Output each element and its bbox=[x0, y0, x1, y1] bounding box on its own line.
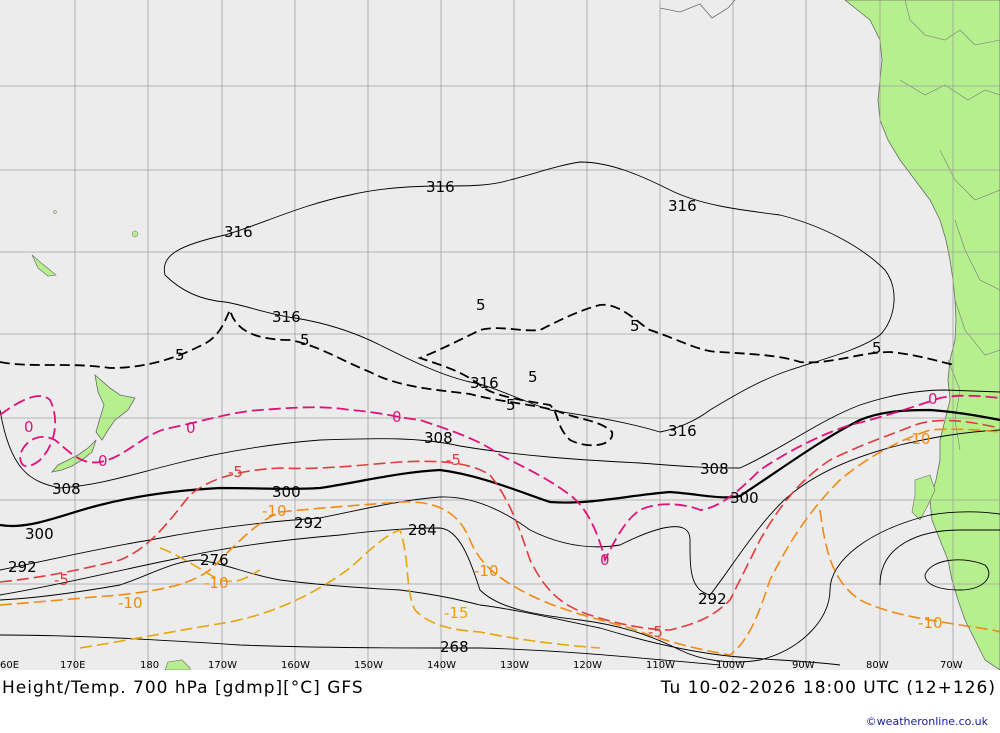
temp-label: 0 bbox=[392, 408, 402, 426]
temp-minus10-contour-east bbox=[819, 509, 1000, 633]
height-label: 316 bbox=[426, 178, 455, 196]
temp-label: 5 bbox=[506, 396, 516, 414]
temp-label: 0 bbox=[24, 418, 34, 436]
height-label: 300 bbox=[730, 489, 759, 507]
land-south-america bbox=[844, 0, 1000, 670]
height-label: 268 bbox=[440, 638, 469, 656]
lon-label: 90W bbox=[792, 660, 815, 670]
land-new-zealand-south bbox=[50, 439, 97, 473]
height-contours bbox=[0, 161, 1000, 666]
temp-minus10-contour bbox=[0, 428, 1000, 656]
land-chile-islands bbox=[911, 474, 936, 521]
lon-label: 80W bbox=[866, 660, 889, 670]
lon-label: 60E bbox=[0, 660, 19, 670]
temp-5-labels: 5 5 5 5 5 5 5 bbox=[175, 296, 882, 414]
contour-276 bbox=[0, 559, 841, 666]
temp-minus5-contour bbox=[0, 419, 1000, 631]
lon-label: 110W bbox=[646, 660, 675, 670]
contour-low-east bbox=[924, 559, 990, 591]
temp-label: -5 bbox=[648, 623, 663, 641]
temp-label: -10 bbox=[906, 430, 931, 448]
height-label: 292 bbox=[294, 514, 323, 532]
temp-minus15-labels: -15 bbox=[444, 604, 469, 622]
contour-284 bbox=[0, 511, 1000, 663]
height-label: 300 bbox=[25, 525, 54, 543]
lon-label: 180 bbox=[140, 660, 159, 670]
land-fiji-islands bbox=[31, 254, 57, 277]
height-label: 284 bbox=[408, 521, 437, 539]
temp-label: -10 bbox=[118, 594, 143, 612]
height-label: 276 bbox=[200, 551, 229, 569]
temp-minus5-labels: -5 -5 -5 -5 bbox=[54, 451, 663, 641]
temp-label: -5 bbox=[54, 571, 69, 589]
lon-label: 150W bbox=[354, 660, 383, 670]
temp-label: 0 bbox=[186, 419, 196, 437]
height-label: 308 bbox=[424, 429, 453, 447]
temp-label: 0 bbox=[600, 551, 610, 569]
temp-label: -10 bbox=[262, 502, 287, 520]
temp-5-contour bbox=[0, 304, 956, 447]
lon-label: 140W bbox=[427, 660, 456, 670]
lon-label: 70W bbox=[940, 660, 963, 670]
height-label: 300 bbox=[272, 483, 301, 501]
map-timestamp: Tu 10-02-2026 18:00 UTC (12+126) bbox=[660, 678, 996, 698]
height-label: 316 bbox=[470, 374, 499, 392]
land-island-small-1 bbox=[131, 230, 139, 238]
land-island-small-2 bbox=[53, 210, 57, 214]
credit-link[interactable]: ©weatheronline.co.uk bbox=[865, 715, 988, 728]
longitude-labels: 60E 170E 180 170W 160W 150W 140W 130W 12… bbox=[0, 660, 963, 670]
land-north-fragment bbox=[659, 0, 736, 19]
lon-label: 170E bbox=[60, 660, 85, 670]
contour-300-bold bbox=[0, 408, 1000, 527]
temp-label: 5 bbox=[630, 317, 640, 335]
height-label: 316 bbox=[668, 197, 697, 215]
weather-map: 316 316 316 316 316 316 308 308 308 300 … bbox=[0, 0, 1000, 670]
height-labels: 316 316 316 316 316 316 308 308 308 300 … bbox=[8, 178, 759, 656]
height-label: 316 bbox=[668, 422, 697, 440]
contour-268 bbox=[0, 634, 721, 666]
lon-label: 130W bbox=[500, 660, 529, 670]
contour-292 bbox=[0, 429, 1000, 596]
map-footer bbox=[0, 670, 1000, 733]
grid-lines bbox=[0, 0, 1000, 670]
height-label: 316 bbox=[224, 223, 253, 241]
temp-0-labels: 0 0 0 0 0 0 bbox=[24, 390, 938, 569]
temp-label: 5 bbox=[175, 346, 185, 364]
lon-label: 120W bbox=[573, 660, 602, 670]
temp-label: -5 bbox=[228, 463, 243, 481]
temp-label: 0 bbox=[98, 452, 108, 470]
land-new-zealand-north bbox=[94, 373, 136, 441]
temp-label: 5 bbox=[300, 331, 310, 349]
contour-low-east-outer bbox=[879, 529, 1000, 586]
temp-minus15-contour bbox=[79, 528, 601, 649]
contour-316-north bbox=[163, 161, 895, 433]
lon-label: 160W bbox=[281, 660, 310, 670]
lon-label: 170W bbox=[208, 660, 237, 670]
temp-label: -10 bbox=[918, 614, 943, 632]
map-title: Height/Temp. 700 hPa [gdmp][°C] GFS bbox=[2, 678, 364, 698]
temp-minus15-contour-west bbox=[159, 547, 261, 583]
height-label: 292 bbox=[698, 590, 727, 608]
height-label: 292 bbox=[8, 558, 37, 576]
temp-0-contour bbox=[0, 394, 1000, 563]
temp-label: -10 bbox=[474, 562, 499, 580]
lon-label: 100W bbox=[716, 660, 745, 670]
contour-308 bbox=[0, 389, 1000, 489]
temp-label: 5 bbox=[528, 368, 538, 386]
temp-label: -10 bbox=[204, 574, 229, 592]
height-label: 316 bbox=[272, 308, 301, 326]
height-label: 308 bbox=[52, 480, 81, 498]
country-borders bbox=[899, 0, 1000, 451]
temp-label: 5 bbox=[476, 296, 486, 314]
height-label: 308 bbox=[700, 460, 729, 478]
land-antarctic-fragment bbox=[164, 659, 191, 670]
temp-label: 0 bbox=[928, 390, 938, 408]
temp-label: 5 bbox=[872, 339, 882, 357]
temp-label: -15 bbox=[444, 604, 469, 622]
temp-label: -5 bbox=[446, 451, 461, 469]
ocean bbox=[0, 0, 1000, 670]
temp-minus10-labels: -10 -10 -10 -10 -10 -10 bbox=[118, 430, 943, 632]
